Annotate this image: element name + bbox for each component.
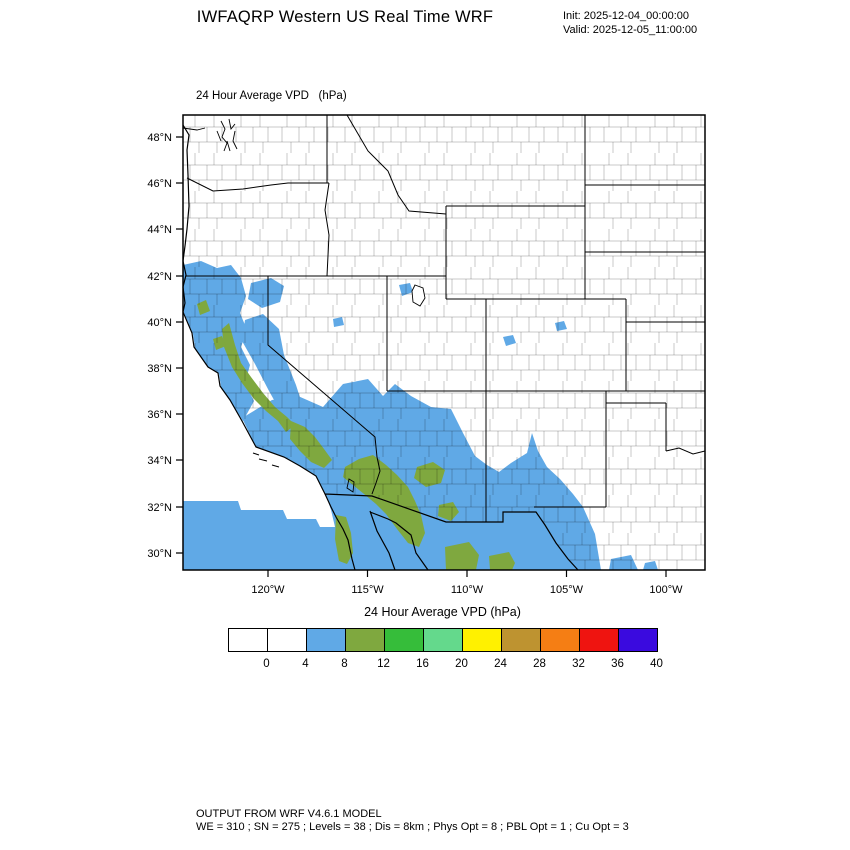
lon-tick-label: 105°W (550, 584, 584, 596)
colorbar-tick-label: 40 (650, 658, 663, 670)
lat-tick-label: 46°N (147, 178, 172, 190)
colorbar-box (462, 628, 502, 652)
colorbar-tick-labels: 0 4 8 12 16 20 24 28 32 36 40 (247, 658, 676, 670)
colorbar-box (501, 628, 541, 652)
lat-tick-label: 30°N (147, 548, 172, 560)
colorbar-box (540, 628, 580, 652)
model-times: Init: 2025-12-04_00:00:00 Valid: 2025-12… (563, 10, 697, 37)
colorbar-box (423, 628, 463, 652)
colorbar-tick-label: 16 (416, 658, 429, 670)
field-label: 24 Hour Average VPD (hPa) (196, 90, 347, 102)
plot-title: IWFAQRP Western US Real Time WRF (196, 8, 494, 26)
colorbar-box (345, 628, 385, 652)
footer-line-2: WE = 310 ; SN = 275 ; Levels = 38 ; Dis … (196, 821, 629, 833)
lat-tick-label: 34°N (147, 455, 172, 467)
lat-tick-label: 42°N (147, 271, 172, 283)
lon-tick-label: 120°W (251, 584, 285, 596)
colorbar-tick-label: 20 (455, 658, 468, 670)
lat-tick-label: 32°N (147, 502, 172, 514)
init-time: Init: 2025-12-04_00:00:00 (563, 10, 689, 22)
colorbar-tick-label: 12 (377, 658, 390, 670)
colorbar-tick-label: 36 (611, 658, 624, 670)
salton-sea (346, 478, 355, 493)
colorbar-box (384, 628, 424, 652)
great-salt-lake (411, 284, 426, 307)
lat-tick-label: 44°N (147, 224, 172, 236)
colorbar-box (267, 628, 307, 652)
colorbar-tick-label: 32 (572, 658, 585, 670)
lat-tick-marks (176, 136, 183, 554)
colorbar-tick-label: 24 (494, 658, 507, 670)
colorbar-box (618, 628, 658, 652)
colorbar-tick-label: 8 (341, 658, 348, 670)
vpd-green-sonora-2 (489, 552, 515, 570)
colorbar-tick-label: 28 (533, 658, 546, 670)
vpd-green-baja (335, 515, 353, 564)
state-boundaries (186, 114, 706, 522)
lon-tick-label: 100°W (649, 584, 683, 596)
lon-tick-label: 110°W (451, 584, 484, 596)
footer-line-1: OUTPUT FROM WRF V4.6.1 MODEL (196, 808, 382, 820)
map-frame (182, 114, 706, 571)
channel-islands (252, 452, 280, 468)
coastline-border (182, 124, 579, 571)
lat-tick-label: 40°N (147, 317, 172, 329)
colorbar-tick-label: 0 (263, 658, 270, 670)
colorbar-title: 24 Hour Average VPD (hPa) (364, 605, 521, 619)
colorbar (228, 628, 658, 652)
colorbar-tick-label: 4 (302, 658, 309, 670)
puget-sound-shorelines (182, 118, 238, 152)
lat-tick-label: 36°N (147, 409, 172, 421)
colorbar-box (306, 628, 346, 652)
lat-tick-label: 48°N (147, 132, 172, 144)
footer-notes: OUTPUT FROM WRF V4.6.1 MODEL WE = 310 ; … (196, 808, 629, 834)
vpd-green-sonora-1 (445, 542, 479, 570)
lat-tick-label: 38°N (147, 363, 172, 375)
lon-tick-marks (267, 570, 667, 577)
lon-tick-label: 115°W (351, 584, 384, 596)
valid-time: Valid: 2025-12-05_11:00:00 (563, 23, 698, 36)
colorbar-box (579, 628, 619, 652)
county-boundaries (183, 115, 705, 570)
map-plot: 48°N 46°N 44°N 42°N 40°N 38°N 36°N 34°N … (147, 114, 706, 596)
colorbar-box (228, 628, 268, 652)
